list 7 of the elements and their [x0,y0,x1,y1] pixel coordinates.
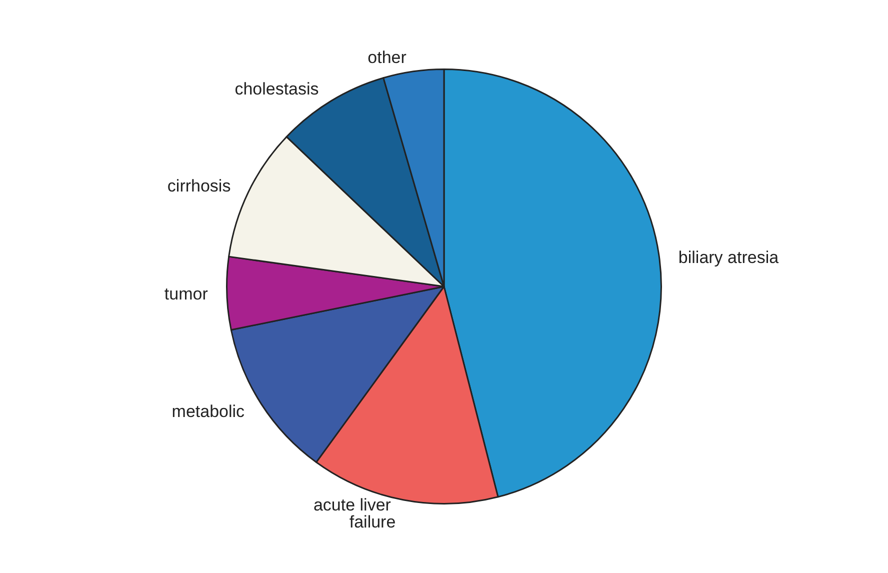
slice-label: acute liver failure [313,496,396,532]
slice-label: other [368,48,407,68]
slice-label: tumor [164,284,208,304]
slice-label: metabolic [172,402,246,422]
slice-label: cholestasis [234,79,319,98]
slice-label: biliary atresia [678,248,780,268]
slice-label: cirrhosis [167,176,231,196]
